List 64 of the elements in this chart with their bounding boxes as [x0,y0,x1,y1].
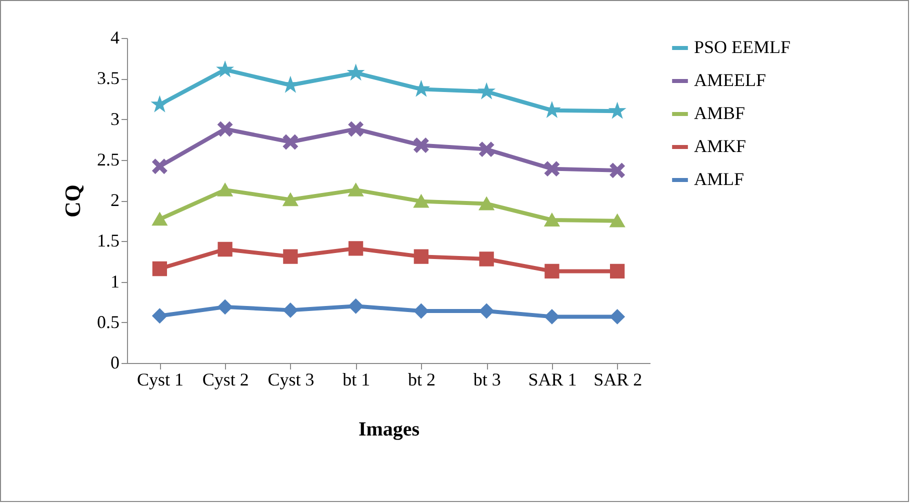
point [544,102,559,116]
point [348,66,363,80]
y-tick-label: 3 [110,108,120,129]
x-tick-label: bt 2 [408,370,436,390]
x-tick-label: SAR 2 [594,370,642,390]
x-tick-label: Cyst 3 [268,370,314,390]
y-axis-title: CQ [60,184,85,218]
point [348,298,364,314]
point [479,197,494,210]
point [414,194,429,208]
x-axis-title: Images [358,418,420,440]
point [414,138,429,153]
point [414,82,428,96]
point [348,122,364,136]
y-tick-label: 2 [110,190,120,210]
legend-label: AMEELF [694,70,766,90]
x-tick-label: bt 1 [342,370,370,390]
point [414,304,429,318]
legend-label: AMBF [694,103,746,123]
point [610,214,625,228]
point [152,159,168,174]
legend-label: AMKF [694,136,746,156]
point [283,193,298,206]
x-tick-label: bt 3 [473,370,501,390]
point [283,78,298,92]
x-tick-label: Cyst 1 [136,370,184,390]
y-tick-label: 4 [110,28,120,48]
y-tick-label: 1 [110,271,120,292]
y-tick-label: 3.5 [97,68,120,88]
y-tick-label: 2.5 [97,149,120,170]
point [218,183,232,196]
point [610,104,624,118]
point [544,161,560,176]
point [610,309,625,324]
point [544,309,560,324]
x-tick-label: Cyst 2 [202,370,249,390]
point [610,264,625,279]
legend-label: AMLF [694,169,744,189]
point [218,242,232,257]
legend-label: PSO EEMLF [694,37,791,57]
point [414,249,429,264]
point [283,134,298,150]
point [152,212,168,226]
point [152,261,168,276]
point [544,214,560,226]
point [283,302,298,318]
point [218,122,232,136]
point [348,183,364,196]
point [479,252,494,266]
point [152,308,168,324]
y-tick-label: 1.5 [97,230,120,251]
point [152,97,167,111]
point [480,84,494,98]
point [218,300,232,314]
x-tick-label: SAR 1 [528,370,577,390]
point [610,163,625,178]
point [544,264,560,279]
point [348,241,364,256]
y-tick-label: 0 [110,352,120,372]
y-tick-label: 0.5 [97,312,120,332]
point [479,304,494,318]
point [218,62,232,76]
point [479,142,494,157]
point [283,249,298,264]
